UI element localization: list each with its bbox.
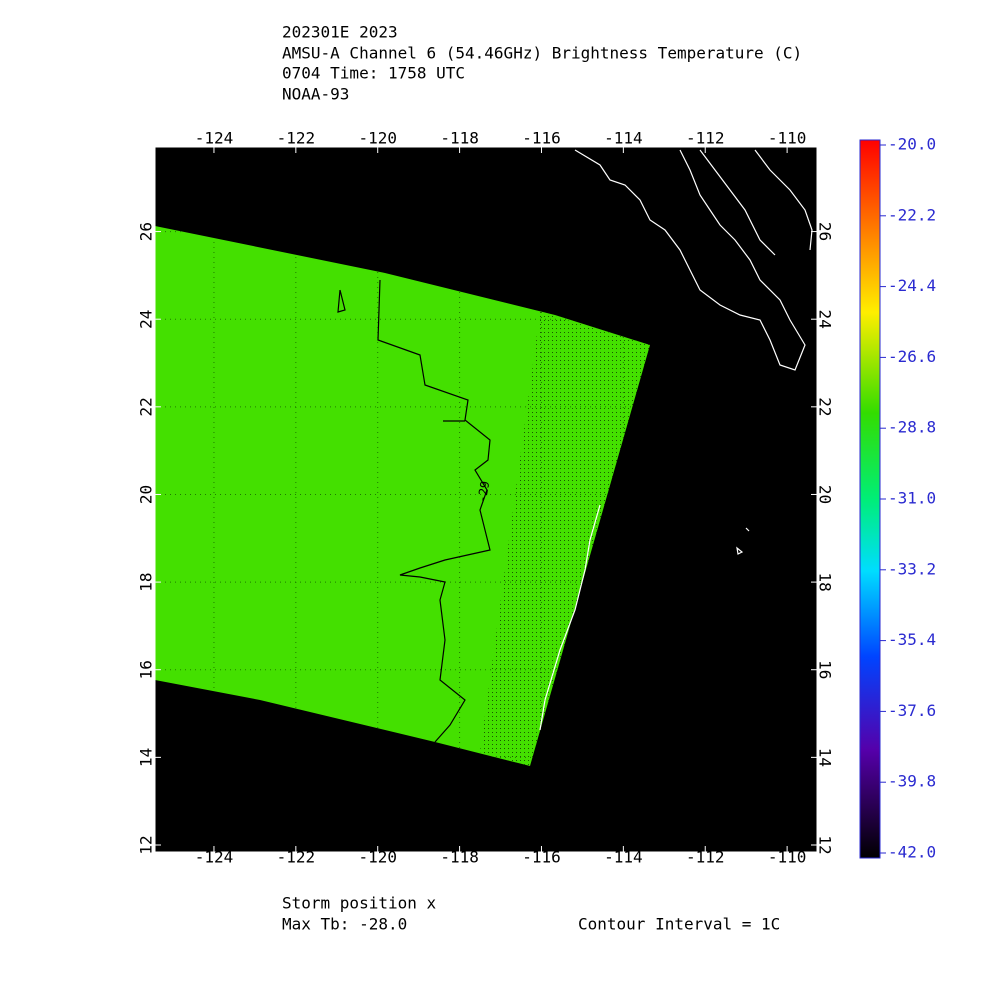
map-frame [154,146,818,853]
colorbar-tick-label: -35.4 [888,630,936,649]
lon-tick-label: -110 [768,848,807,867]
lat-tick-label: 24 [816,310,835,329]
lon-tick-label: -124 [195,129,234,148]
colorbar-tick-label: -33.2 [888,559,936,578]
header: 202301E 2023 AMSU-A Channel 6 (54.46GHz)… [282,23,802,104]
contour-line [377,279,491,743]
colorbar-tick-label: -31.0 [888,489,936,508]
lat-tick-label: 18 [816,572,835,591]
lat-tick-label: 24 [137,310,156,329]
lat-tick-label: 22 [816,397,835,416]
colorbar-tick-label: -39.8 [888,772,936,791]
colorbar-tick-label: -24.4 [888,276,936,295]
lon-tick-label: -114 [604,129,643,148]
lat-tick-label: 12 [816,835,835,854]
header-line: 0704 Time: 1758 UTC [282,64,465,83]
colorbar-tick-label: -42.0 [888,843,936,862]
colorbar-tick-label: -20.0 [888,135,936,154]
colorbar-tick-label: -22.2 [888,205,936,224]
lat-tick-label: 18 [137,572,156,591]
lon-tick-label: -112 [686,129,725,148]
lat-tick-label: 12 [137,835,156,854]
lon-tick-label: -112 [686,848,725,867]
header-line: AMSU-A Channel 6 (54.46GHz) Brightness T… [282,44,802,63]
lon-tick-label: -122 [277,848,316,867]
lon-tick-label: -116 [522,848,561,867]
lon-tick-label: -114 [604,848,643,867]
colorbar [859,139,881,859]
lon-tick-label: -124 [195,848,234,867]
lat-tick-label: 20 [137,485,156,504]
lon-tick-label: -122 [277,129,316,148]
lat-tick-label: 20 [816,485,835,504]
lat-tick-label: 14 [137,748,156,767]
lat-tick-label: 16 [816,660,835,679]
lat-tick-label: 22 [136,397,155,416]
coastline [539,149,813,731]
colorbar-tick-label: -37.6 [888,701,936,720]
lon-tick-label: -120 [358,848,397,867]
contour-interval: Contour Interval = 1C [578,915,780,934]
lat-tick-label: 26 [816,222,835,241]
header-line: NOAA-93 [282,85,349,104]
stipple [480,312,650,766]
lon-tick-label: -120 [358,129,397,148]
storm-position: Storm position x [282,894,436,913]
lat-tick-label: 14 [816,748,835,767]
colorbar-tick-label: -28.8 [888,418,936,437]
max-tb: Max Tb: -28.0 [282,915,407,934]
lon-tick-label: -110 [768,129,807,148]
lon-tick-label: -116 [522,129,561,148]
lat-tick-label: 26 [137,222,156,241]
header-line: 202301E 2023 [282,23,398,42]
lat-tick-label: 16 [137,660,156,679]
lon-tick-label: -118 [440,129,479,148]
contour-label: -29 [475,480,493,504]
lon-tick-label: -118 [440,848,479,867]
colorbar-tick-label: -26.6 [888,347,936,366]
contour-line [337,289,346,313]
